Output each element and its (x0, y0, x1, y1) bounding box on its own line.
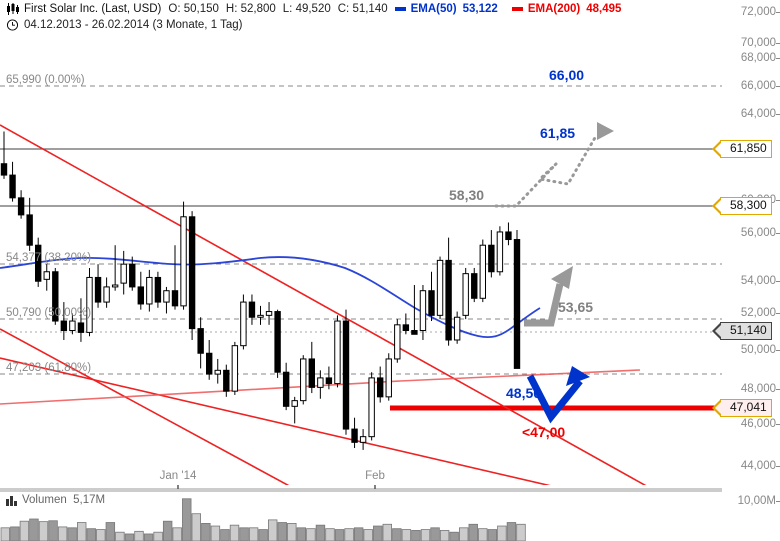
badge-pointer-fill-icon (715, 324, 722, 338)
candlestick-icon (6, 3, 19, 15)
axis-tick-52000: 52,000 (740, 307, 780, 319)
x-tick-feb: Feb (365, 470, 385, 482)
low-value: L: 49,520 (282, 3, 331, 15)
fib-label-618: 47,203 (61.80%) (6, 362, 92, 374)
badge-pointer-fill-icon (715, 142, 722, 156)
volume-label-text: Volumen (22, 494, 67, 506)
axis-tick-56000: 56,000 (740, 227, 780, 239)
axis-tick-64000: 64,000 (740, 108, 780, 120)
volume-separator (0, 490, 722, 492)
price-badge-51140[interactable]: 51,140 (712, 322, 772, 340)
chart-header: First Solar Inc. (Last, USD) O: 50,150 H… (0, 0, 700, 36)
ema200-value: 48,495 (586, 3, 622, 15)
fibonacci-lines (0, 85, 722, 375)
price-badge-58300[interactable]: 58,300 (712, 197, 772, 215)
price-badge-61850-text: 61,850 (730, 141, 767, 155)
ema200-label: EMA(200) (527, 3, 581, 15)
x-tick-jan14: Jan '14 (159, 470, 197, 482)
price-badge-61850[interactable]: 61,850 (712, 140, 772, 158)
volume-axis-label: 10,00M (737, 495, 780, 507)
annotation-level-5365: 53,65 (558, 299, 594, 315)
ema50-line (0, 256, 541, 339)
axis-tick-70000: 70,000 (740, 37, 780, 49)
axis-tick-66000: 66,000 (740, 80, 780, 92)
annotation-level-4850: 48,50 (506, 385, 542, 401)
axis-tick-46000: 46,000 (740, 418, 780, 430)
instrument-title: First Solar Inc. (Last, USD) (24, 3, 162, 15)
annotation-target-66: 66,00 (549, 67, 585, 83)
price-axis: 72,000 70,000 68,000 66,000 64,000 60,00… (712, 0, 780, 541)
axis-tick-50000: 50,000 (740, 344, 780, 356)
gray-trend-arrow (524, 266, 573, 327)
axis-tick-54000: 54,000 (740, 275, 780, 287)
annotation-level-lt47: <47,00 (522, 424, 566, 440)
price-plot: 65,990 (0.00%) 54,377 (38.20%) 50,790 (5… (0, 36, 722, 485)
open-value: O: 50,150 (168, 3, 219, 15)
volume-label: Volumen 5,17M (22, 494, 105, 506)
gray-projection-path (494, 134, 598, 208)
price-badge-47041-text: 47,041 (730, 400, 767, 414)
volume-pane: Volumen 5,17M (0, 491, 722, 541)
channel-lower-line (0, 328, 290, 485)
axis-tick-68000: 68,000 (740, 52, 780, 64)
badge-pointer-fill-icon (715, 401, 722, 415)
candlestick-series (0, 131, 521, 450)
price-badge-58300-text: 58,300 (730, 198, 767, 212)
fib-label-50: 50,790 (50.00%) (6, 307, 92, 319)
ema200-legend-swatch (511, 7, 523, 11)
volume-value: 5,17M (73, 494, 106, 506)
x-axis-rule (0, 485, 722, 490)
gray-projection-arrowhead (597, 122, 614, 140)
price-badge-51140-text: 51,140 (730, 323, 767, 337)
axis-tick-44000: 44,000 (740, 460, 780, 472)
ema50-legend-swatch (394, 7, 406, 11)
price-plot-svg (0, 85, 722, 485)
blue-forecast-arrow (526, 366, 590, 424)
close-value: C: 51,140 (337, 3, 388, 15)
ema50-value: 53,122 (462, 3, 498, 15)
price-badge-47041[interactable]: 47,041 (712, 399, 772, 417)
clock-icon (6, 19, 19, 31)
ema50-label: EMA(50) (410, 3, 457, 15)
volume-bars-icon (6, 495, 19, 506)
descending-channel (0, 124, 647, 485)
axis-tick-48000: 48,000 (740, 383, 780, 395)
high-value: H: 52,800 (225, 3, 276, 15)
axis-tick-72000: 72,000 (740, 6, 780, 18)
downtrend-line (0, 357, 551, 485)
channel-upper-line (0, 124, 647, 485)
annotation-level-5830: 58,30 (449, 187, 485, 203)
volume-bars-svg (0, 498, 526, 541)
badge-pointer-fill-icon (715, 199, 722, 213)
fib-label-0: 65,990 (0.00%) (6, 74, 85, 86)
date-range-label: 04.12.2013 - 26.02.2014 (3 Monate, 1 Tag… (24, 19, 243, 31)
fib-label-382: 54,377 (38.20%) (6, 252, 92, 264)
annotation-target-6185: 61,85 (540, 125, 576, 141)
